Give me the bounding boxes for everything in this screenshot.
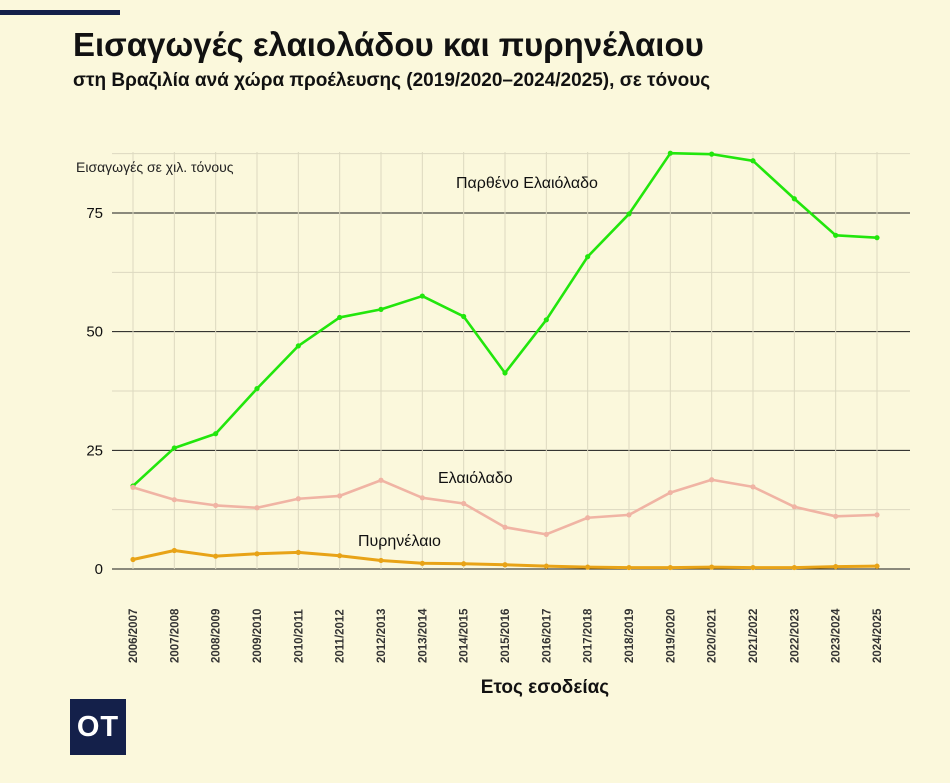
data-point-pomace	[502, 562, 508, 568]
data-point-virgin	[585, 254, 591, 260]
data-point-olive_oil	[378, 477, 384, 483]
data-point-pomace	[667, 564, 673, 571]
data-point-olive_oil	[419, 495, 425, 501]
data-point-pomace	[709, 564, 715, 570]
data-point-pomace	[419, 560, 425, 566]
data-point-pomace	[833, 564, 839, 570]
x-tick-label: 2014/2015	[459, 608, 471, 663]
grid-lines	[112, 152, 910, 570]
brand-logo: OT	[70, 699, 126, 755]
data-point-olive_oil	[254, 505, 260, 511]
data-point-virgin	[295, 343, 301, 349]
x-tick-label: 2021/2022	[748, 609, 760, 663]
data-point-virgin	[171, 445, 177, 451]
x-tick-label: 2010/2011	[293, 609, 305, 663]
chart-title: Εισαγωγές ελαιολάδου και πυρηνέλαιου	[73, 26, 704, 63]
data-point-olive_oil	[213, 502, 219, 508]
series-lines	[130, 150, 880, 571]
data-point-pomace	[378, 557, 384, 564]
data-point-pomace	[874, 563, 880, 569]
data-point-olive_oil	[295, 496, 301, 502]
data-point-olive_oil	[709, 477, 715, 483]
data-point-virgin	[833, 232, 839, 238]
y-tick-label: 75	[86, 205, 103, 222]
data-point-olive_oil	[171, 497, 177, 503]
x-tick-label: 2006/2007	[128, 609, 140, 663]
data-point-olive_oil	[874, 512, 880, 518]
data-point-virgin	[419, 293, 425, 299]
data-point-olive_oil	[337, 493, 343, 499]
data-point-pomace	[171, 547, 177, 554]
data-point-olive_oil	[543, 531, 549, 537]
y-tick-label: 0	[95, 561, 103, 578]
data-point-virgin	[502, 370, 508, 376]
data-point-virgin	[543, 317, 549, 323]
x-tick-label: 2009/2010	[252, 609, 264, 663]
data-point-virgin	[461, 313, 467, 320]
x-tick-label: 2020/2021	[707, 608, 719, 663]
y-axis-label: Εισαγωγές σε χιλ. τόνους	[76, 159, 234, 175]
data-point-pomace	[295, 549, 301, 555]
data-point-virgin	[791, 196, 797, 202]
data-point-virgin	[254, 386, 260, 392]
series-label-virgin-olive-oil: Παρθένο Ελαιόλαδο	[456, 175, 598, 192]
x-tick-label: 2007/2008	[169, 608, 181, 663]
chart-subtitle: στη Βραζιλία ανά χώρα προέλευσης (2019/2…	[73, 70, 711, 91]
y-axis-ticks: 0 25 50 75	[86, 205, 103, 578]
data-point-pomace	[337, 553, 343, 559]
series-label-olive-oil: Ελαιόλαδο	[438, 470, 513, 487]
data-point-olive_oil	[667, 489, 673, 496]
data-point-virgin	[874, 235, 880, 241]
data-point-olive_oil	[750, 484, 756, 490]
data-point-pomace	[461, 561, 467, 567]
series-label-pomace-oil: Πυρηνέλαιο	[358, 533, 441, 550]
data-point-pomace	[585, 564, 591, 570]
data-point-pomace	[791, 564, 797, 571]
x-axis-label: Ετος εσοδείας	[481, 677, 610, 698]
x-tick-label: 2024/2025	[872, 608, 884, 663]
data-point-virgin	[750, 158, 756, 164]
data-point-virgin	[709, 151, 715, 157]
x-axis-ticks: 2006/2007 2007/2008 2008/2009 2009/2010 2010…	[128, 608, 884, 663]
x-tick-label: 2019/2020	[665, 609, 677, 663]
data-point-pomace	[254, 551, 260, 557]
data-point-pomace	[626, 564, 632, 571]
data-point-olive_oil	[585, 515, 591, 521]
data-point-virgin	[213, 431, 219, 437]
data-point-olive_oil	[626, 512, 632, 518]
data-point-olive_oil	[833, 513, 839, 519]
y-tick-label: 50	[86, 324, 103, 341]
x-tick-label: 2012/2013	[376, 609, 388, 663]
data-point-pomace	[213, 553, 219, 559]
data-point-virgin	[667, 150, 673, 156]
x-tick-label: 2008/2009	[211, 609, 223, 663]
x-tick-label: 2022/2023	[789, 609, 801, 663]
x-tick-label: 2011/2012	[335, 609, 347, 663]
data-point-pomace	[543, 563, 549, 569]
y-tick-label: 25	[86, 442, 103, 459]
x-tick-label: 2023/2024	[831, 608, 843, 663]
x-tick-label: 2015/2016	[500, 609, 512, 663]
data-point-olive_oil	[502, 524, 508, 530]
x-tick-label: 2018/2019	[624, 609, 636, 663]
x-tick-label: 2016/2017	[541, 609, 553, 663]
data-point-virgin	[378, 306, 384, 312]
data-point-pomace	[750, 564, 756, 571]
x-tick-label: 2017/2018	[583, 608, 595, 663]
data-point-olive_oil	[461, 500, 467, 507]
top-accent-bar	[0, 10, 120, 15]
data-point-pomace	[130, 556, 136, 563]
data-point-virgin	[626, 211, 632, 217]
x-tick-label: 2013/2014	[417, 608, 429, 663]
data-point-olive_oil	[130, 484, 136, 490]
data-point-virgin	[337, 314, 343, 321]
data-point-olive_oil	[791, 504, 797, 510]
